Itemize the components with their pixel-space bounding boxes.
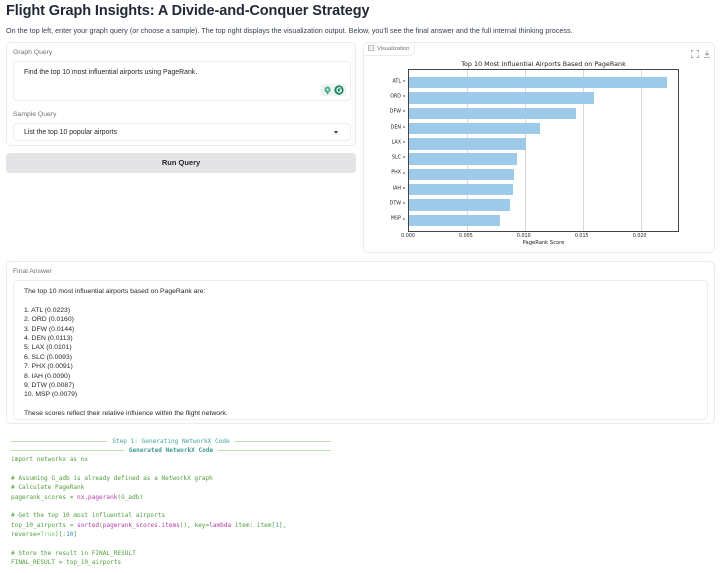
code-line: pagerank_scores = nx.pagerank(G_adb) (11, 493, 144, 501)
x-tick-label: 0.005 (459, 234, 473, 239)
page-description: On the top left, enter your graph query … (6, 26, 573, 35)
answer-item: 5. LAX (0.0101) (24, 344, 72, 352)
graph-query-value[interactable]: Find the top 10 most influential airport… (24, 69, 198, 76)
code-line: reverse=True)[:10] (11, 531, 78, 539)
y-tick-label: DEN (391, 125, 405, 130)
sub-header: Generated NetworkX Code (11, 446, 332, 455)
step-header: Step 1: Generating NetworkX Code (11, 437, 331, 446)
answer-item: 7. PHX (0.0091) (24, 363, 73, 371)
x-tick-label: 0.020 (632, 234, 647, 239)
code-line: import networkx as nx (11, 456, 89, 463)
gridline (466, 70, 468, 231)
code-line: FINAL_RESULT = top_10_airports (11, 559, 122, 567)
y-tick-label: IAH (393, 186, 405, 191)
final-answer-label: Final Answer (13, 268, 52, 275)
final-answer-box: The top 10 most influential airports bas… (13, 280, 708, 420)
divider (11, 450, 124, 451)
answer-intro: The top 10 most influential airports bas… (24, 288, 206, 295)
bar-iah (409, 184, 514, 196)
graph-query-label: Graph Query (13, 49, 53, 56)
bar-atl (409, 76, 668, 89)
code-line: # Store the result in FINAL_RESULT (11, 549, 136, 557)
code-line: # Calculate PageRank (11, 484, 85, 492)
code-line: top_10_airports = sorted(pagerank_scores… (11, 521, 287, 529)
chevron-down-icon[interactable] (334, 131, 338, 134)
graph-query-textarea[interactable]: Find the top 10 most influential airport… (13, 61, 351, 101)
bar-ord (409, 92, 595, 104)
x-tick-label: 0.010 (516, 234, 531, 239)
answer-item: 9. DTW (0.0087) (24, 382, 75, 390)
code-line: # Get the top 10 most influential airpor… (11, 512, 166, 520)
chart-plot-area (408, 69, 679, 232)
gridline (524, 70, 526, 231)
answer-item: 3. DFW (0.0144) (24, 325, 75, 333)
y-tick-label: DFW (390, 110, 405, 115)
answer-outro: These scores reflect their relative infl… (24, 410, 228, 418)
bar-msp (409, 214, 501, 227)
page-title: Flight Graph Insights: A Divide-and-Conq… (6, 3, 370, 19)
x-tick-label: 0.000 (401, 234, 415, 239)
bar-phx (409, 168, 515, 181)
bar-dtw (409, 199, 510, 211)
chart-xlabel: PageRank Score (522, 240, 565, 246)
divider (218, 450, 332, 451)
y-tick-label: SLC (392, 156, 405, 161)
sub-header-text: Generated NetworkX Code (128, 447, 214, 454)
lightbulb-icon[interactable] (323, 86, 332, 95)
visualization-label: Visualization (377, 46, 410, 52)
answer-item: 6. SLC (0.0093) (24, 353, 72, 361)
answer-item: 1. ATL (0.0223) (24, 306, 71, 314)
grammarly-icon[interactable] (334, 85, 344, 95)
sample-query-dropdown[interactable]: List the top 10 popular airports (13, 123, 351, 141)
download-icon[interactable] (703, 45, 711, 58)
gridline (582, 70, 584, 231)
code-line (11, 540, 331, 549)
bar-dfw (409, 107, 576, 119)
code-line (11, 464, 331, 473)
visualization-actions (691, 45, 711, 58)
bar-slc (409, 153, 517, 165)
sample-query-value: List the top 10 popular airports (24, 128, 118, 136)
y-tick-label: LAX (392, 140, 405, 145)
code-line (11, 502, 331, 511)
gridline (640, 70, 642, 231)
bar-lax (409, 138, 526, 150)
x-tick-label: 0.015 (574, 234, 589, 239)
image-icon (368, 45, 374, 53)
final-answer-panel: Final Answer The top 10 most influential… (6, 261, 715, 424)
y-tick-label: ATL (392, 79, 405, 84)
y-tick-label: MSP (391, 217, 405, 222)
answer-item: 8. IAH (0.0090) (24, 372, 71, 380)
code-log: Step 1: Generating NetworkX Code Generat… (11, 437, 332, 568)
code-block: import networkx as nx # Assuming G_adb i… (11, 455, 331, 568)
y-tick-label: ORD (390, 94, 405, 99)
answer-item: 10. MSP (0.0079) (24, 391, 78, 399)
divider (11, 441, 108, 442)
code-line: # Assuming G_adb is already defined as a… (11, 474, 213, 482)
sample-query-label: Sample Query (13, 111, 57, 118)
bar-den (409, 122, 540, 135)
answer-item: 2. ORD (0.0160) (24, 316, 74, 324)
divider (234, 441, 331, 442)
y-tick-label: PHX (391, 171, 405, 176)
visualization-panel: Visualization Top 10 Most Influential Ai… (363, 42, 715, 253)
chart-title: Top 10 Most Influential Airports Based o… (461, 60, 626, 68)
answer-item: 4. DEN (0.0113) (24, 335, 73, 343)
run-query-button[interactable]: Run Query (6, 153, 356, 173)
extension-icons (321, 84, 346, 96)
query-panel: Graph Query Find the top 10 most influen… (6, 42, 356, 146)
fullscreen-icon[interactable] (691, 45, 699, 58)
y-tick-label: DTW (390, 202, 405, 207)
answer-list: 1. ATL (0.0223) 2. ORD (0.0160) 3. DFW (0.… (24, 306, 697, 400)
visualization-tag: Visualization (364, 43, 416, 56)
step-header-text: Step 1: Generating NetworkX Code (112, 438, 230, 445)
